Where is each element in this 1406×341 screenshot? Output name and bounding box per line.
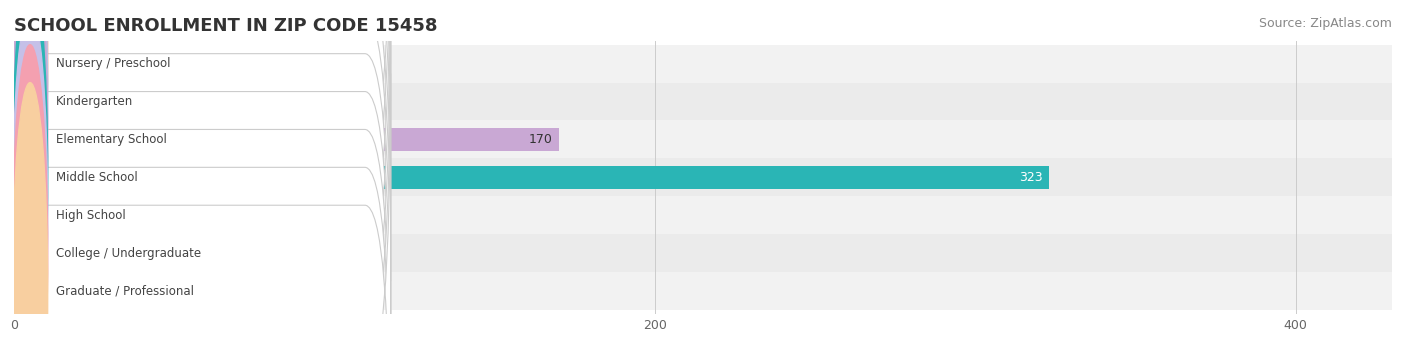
FancyBboxPatch shape [10, 0, 391, 341]
Text: Nursery / Preschool: Nursery / Preschool [56, 57, 170, 70]
Bar [14, 120, 1392, 158]
Text: Elementary School: Elementary School [56, 133, 166, 146]
Text: High School: High School [56, 209, 125, 222]
FancyBboxPatch shape [10, 0, 391, 341]
Text: 323: 323 [1019, 171, 1043, 184]
Bar [14, 272, 1392, 310]
Bar [14, 279, 129, 303]
Bar [14, 241, 37, 265]
Circle shape [13, 0, 48, 272]
Text: College / Undergraduate: College / Undergraduate [56, 247, 201, 260]
Bar [14, 83, 1392, 120]
Bar [14, 196, 1392, 234]
Text: 170: 170 [529, 133, 553, 146]
FancyBboxPatch shape [10, 74, 391, 341]
Bar [14, 45, 1392, 83]
Text: 51: 51 [155, 209, 172, 222]
Bar [14, 52, 357, 75]
Circle shape [13, 0, 48, 310]
FancyBboxPatch shape [10, 0, 391, 281]
Bar [14, 128, 558, 151]
Circle shape [13, 7, 48, 341]
Text: Graduate / Professional: Graduate / Professional [56, 284, 194, 297]
Text: 36: 36 [142, 284, 157, 297]
Text: 0: 0 [27, 95, 35, 108]
Text: 7: 7 [49, 247, 58, 260]
Bar [14, 204, 177, 227]
FancyBboxPatch shape [10, 0, 391, 341]
Text: SCHOOL ENROLLMENT IN ZIP CODE 15458: SCHOOL ENROLLMENT IN ZIP CODE 15458 [14, 17, 437, 35]
Circle shape [13, 83, 48, 341]
Bar [14, 234, 1392, 272]
Circle shape [13, 0, 48, 341]
Bar [14, 158, 1392, 196]
Text: 107: 107 [326, 57, 350, 70]
Circle shape [13, 0, 48, 341]
Text: Source: ZipAtlas.com: Source: ZipAtlas.com [1258, 17, 1392, 30]
FancyBboxPatch shape [10, 0, 391, 319]
Text: Middle School: Middle School [56, 171, 138, 184]
Circle shape [13, 45, 48, 341]
FancyBboxPatch shape [10, 36, 391, 341]
Text: Kindergarten: Kindergarten [56, 95, 134, 108]
Bar [14, 166, 1049, 189]
